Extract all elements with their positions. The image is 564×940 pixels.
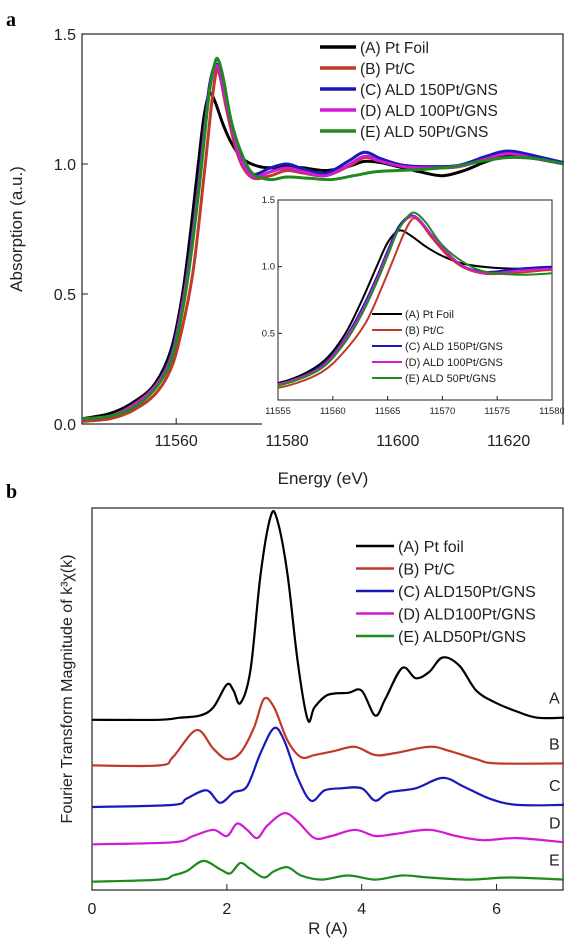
panel-a-inset-x-tick-label: 11570 [430, 406, 456, 417]
panel-a-letter: a [6, 9, 16, 31]
panel-a-x-tick-label: 11600 [376, 433, 419, 450]
panel-b-series-line-2 [92, 726, 564, 809]
panel-a-inset-bg [262, 190, 562, 426]
panel-b-chart: A B C D E 0 2 4 6 R (A) Fourier Transform Magnitud… [59, 507, 564, 938]
panel-a-y-tick-label: 1.5 [54, 27, 76, 44]
panel-a-inset-frame [277, 199, 553, 401]
panel-a-inset-legend-label-1: (B) Pt/C [405, 325, 444, 337]
panel-a-inset-legend-label-3: (D) ALD 100Pt/GNS [405, 357, 503, 369]
panel-a-inset-y-tick-label: 0.5 [262, 328, 275, 339]
panel-b-x-tick-label: 6 [492, 901, 501, 918]
panel-a-x-tick-label: 11560 [155, 433, 198, 450]
panel-b-legend-label-2: (C) ALD150Pt/GNS [398, 584, 536, 601]
panel-b-series-line-0 [92, 510, 564, 723]
panel-a-y-tick-label: 0.5 [54, 287, 76, 304]
panel-a-legend-label-1: (B) Pt/C [360, 61, 415, 78]
panel-a-chart: 11560 11580 11600 11620 0.0 0.5 1.0 1.5 Energy (… [7, 27, 564, 488]
panel-a-inset-legend-label-0: (A) Pt Foil [405, 309, 454, 321]
panel-a-y-tick-label: 0.0 [54, 417, 76, 434]
panel-b-curve-label-3: D [549, 815, 561, 832]
panel-b-curve-label-4: E [549, 853, 560, 870]
panel-a-inset-legend-label-2: (C) ALD 150Pt/GNS [405, 341, 503, 353]
panel-b-curve-label-1: B [549, 736, 560, 753]
panel-a-inset-legend-label-4: (E) ALD 50Pt/GNS [405, 373, 496, 385]
panel-a-inset-x-tick-label: 11555 [265, 406, 291, 417]
panel-a-y-axis-label: Absorption (a.u.) [7, 166, 26, 292]
panel-b-letter: b [6, 481, 17, 503]
panel-a-legend-label-0: (A) Pt Foil [360, 40, 429, 57]
panel-a-x-tick-label: 11580 [265, 433, 308, 450]
panel-a-legend-label-2: (C) ALD 150Pt/GNS [360, 82, 498, 99]
panel-b-x-tick-label: 0 [88, 901, 97, 918]
panel-b-legend-label-0: (A) Pt foil [398, 539, 464, 556]
panel-a-inset-y-tick-label: 1.0 [262, 262, 275, 273]
panel-b-x-tick-label: 4 [357, 901, 366, 918]
panel-a-series-line-4 [82, 56, 564, 421]
panel-b-frame [91, 507, 564, 891]
panel-a-inset-x-tick-label: 11575 [484, 406, 510, 417]
panel-a-inset-y-tick-label: 1.5 [262, 195, 275, 206]
panel-a-inset-x-tick-label: 11580 [539, 406, 564, 417]
panel-b-x-axis-label: R (A) [308, 919, 348, 938]
panel-b-series-line-4 [92, 859, 564, 883]
panel-a-inset-x-tick-label: 11565 [375, 406, 401, 417]
panel-b-curve-label-0: A [549, 691, 560, 708]
panel-b-y-axis-label: Fourier Transform Magnitude of k³χ(k) [59, 555, 76, 824]
panel-b-legend-label-1: (B) Pt/C [398, 562, 455, 579]
panel-b-x-tick-label: 2 [222, 901, 231, 918]
panel-b-series-line-1 [92, 696, 564, 768]
panel-b-curve-label-2: C [549, 778, 561, 795]
panel-a-x-tick-label: 11620 [487, 433, 530, 450]
panel-a-y-tick-label: 1.0 [54, 157, 76, 174]
panel-a-legend-label-4: (E) ALD 50Pt/GNS [360, 124, 488, 141]
panel-a-x-axis-label: Energy (eV) [278, 469, 369, 488]
panel-a-inset-series-line-4 [278, 211, 552, 387]
panel-b-legend-label-4: (E) ALD50Pt/GNS [398, 629, 526, 646]
panel-b-series-line-3 [92, 812, 564, 846]
panel-a-inset-x-tick-label: 11560 [320, 406, 346, 417]
panel-a-legend-label-3: (D) ALD 100Pt/GNS [360, 103, 498, 120]
panel-b-legend-label-3: (D) ALD100Pt/GNS [398, 607, 536, 624]
